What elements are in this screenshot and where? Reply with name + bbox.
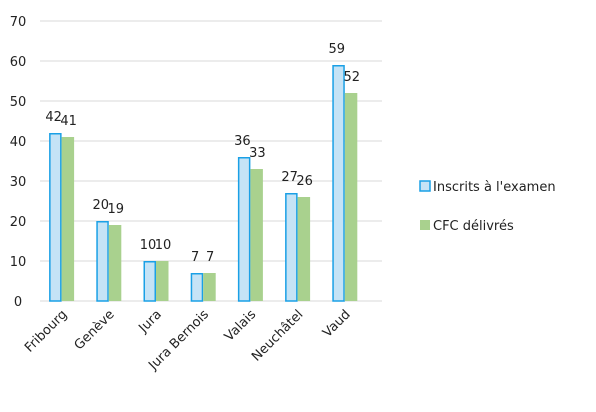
y-tick-label: 0 [14,295,22,310]
legend-swatch [420,220,430,230]
data-label: 59 [329,42,346,57]
bar-cfc [297,197,311,301]
bar-inscrits [332,65,345,302]
data-label: 41 [60,114,77,129]
legend-label: Inscrits à l'examen [433,180,556,195]
x-tick-label: Neuchâtel [249,307,306,364]
legend: Inscrits à l'examen CFC délivrés [419,180,556,234]
bar-inscrits [285,193,298,302]
x-tick-label: Vaud [320,307,353,340]
bar-cfc [61,137,75,301]
y-tick-label: 60 [10,55,27,70]
bar-inscrits [190,273,204,302]
bar-inscrits [49,133,62,302]
data-label: 33 [249,146,266,161]
bar-cfc [250,169,263,301]
bar-cfc [156,261,169,301]
y-tick-label: 40 [10,135,27,150]
y-tick-label: 50 [10,95,27,110]
data-label: 7 [191,250,199,265]
data-label: 52 [344,70,361,85]
bar-inscrits [237,157,251,302]
y-tick-label: 20 [10,215,27,230]
x-tick-label: Fribourg [22,307,70,355]
bar-inscrits [143,261,156,302]
x-tick-label: Valais [222,307,260,345]
bar-cfc [203,273,216,301]
data-label: 10 [155,238,172,253]
data-label: 27 [281,170,298,185]
data-label: 19 [108,202,125,217]
y-tick-label: 30 [10,175,27,190]
data-label: 26 [296,174,313,189]
y-axis-ticks: 0 10 20 30 40 50 60 70 [10,15,27,310]
x-tick-label: Genève [72,307,118,353]
y-tick-label: 10 [10,255,27,270]
y-tick-label: 70 [10,15,27,30]
data-label: 20 [93,198,110,213]
data-label: 7 [206,250,214,265]
data-label: 42 [45,110,62,125]
bar-cfc [344,93,358,301]
legend-label: CFC délivrés [433,219,514,234]
x-tick-label: Jura [136,307,165,336]
bar-inscrits [96,221,109,302]
bar-cfc [108,225,122,301]
bars [49,65,358,302]
legend-swatch [419,180,431,192]
data-label: 36 [234,134,251,149]
data-label: 10 [140,238,157,253]
